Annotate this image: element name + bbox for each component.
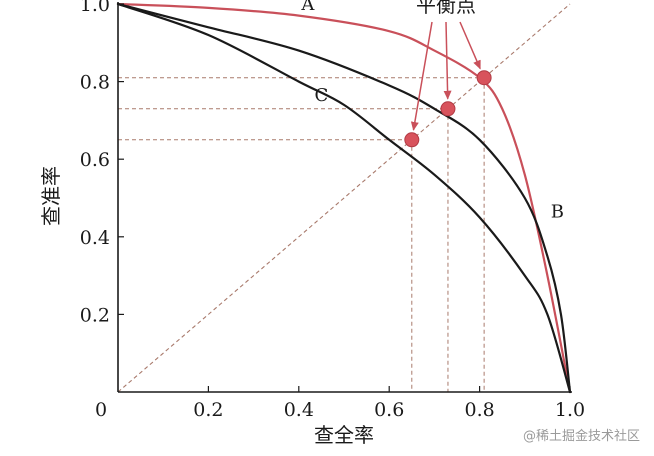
x-tick-label: 0	[95, 399, 107, 421]
x-tick-label: 0.2	[193, 399, 223, 421]
series-line-a	[116, 2, 572, 394]
diagonal-line	[117, 3, 571, 393]
x-tick-label: 0.4	[284, 399, 314, 421]
curve-label-a: A	[300, 0, 315, 15]
guide-lines-layer	[117, 3, 571, 393]
curve-label-b: B	[551, 201, 564, 222]
bep-arrow-a	[459, 21, 481, 70]
bep-arrow-c	[410, 21, 433, 131]
curve-label-c: C	[315, 85, 329, 106]
y-tick-label: 0.2	[80, 304, 110, 326]
x-tick-label: 1.0	[555, 399, 585, 421]
x-axis-title: 查全率	[314, 423, 374, 447]
points-layer	[404, 21, 492, 148]
bep-point-b	[440, 101, 456, 117]
bep-point-c	[404, 132, 420, 148]
y-tick-label: 0.4	[80, 227, 110, 249]
bep-arrow-b	[443, 21, 452, 100]
y-axis-title: 查准率	[39, 166, 63, 226]
y-tick-label: 0.8	[80, 72, 110, 94]
labels-layer: 查全率 查准率 平衡点 @稀土掘金技术社区 A B C	[39, 0, 640, 447]
bep-point-a	[476, 70, 492, 86]
bep-annotation: 平衡点	[416, 0, 476, 17]
y-tick-label: 0.6	[80, 149, 110, 171]
series-line-c	[116, 2, 572, 394]
ticks-layer: 0 0.2 0.4 0.6 0.8 1.0 0.2 0.4 0.6 0.8 1.0	[80, 0, 585, 421]
y-tick-label: 1.0	[80, 0, 110, 16]
axes-layer	[117, 2, 572, 393]
watermark: @稀土掘金技术社区	[523, 428, 640, 444]
x-tick-label: 0.6	[374, 399, 404, 421]
x-tick-label: 0.8	[464, 399, 494, 421]
